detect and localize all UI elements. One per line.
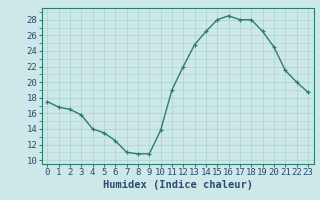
- X-axis label: Humidex (Indice chaleur): Humidex (Indice chaleur): [103, 180, 252, 190]
